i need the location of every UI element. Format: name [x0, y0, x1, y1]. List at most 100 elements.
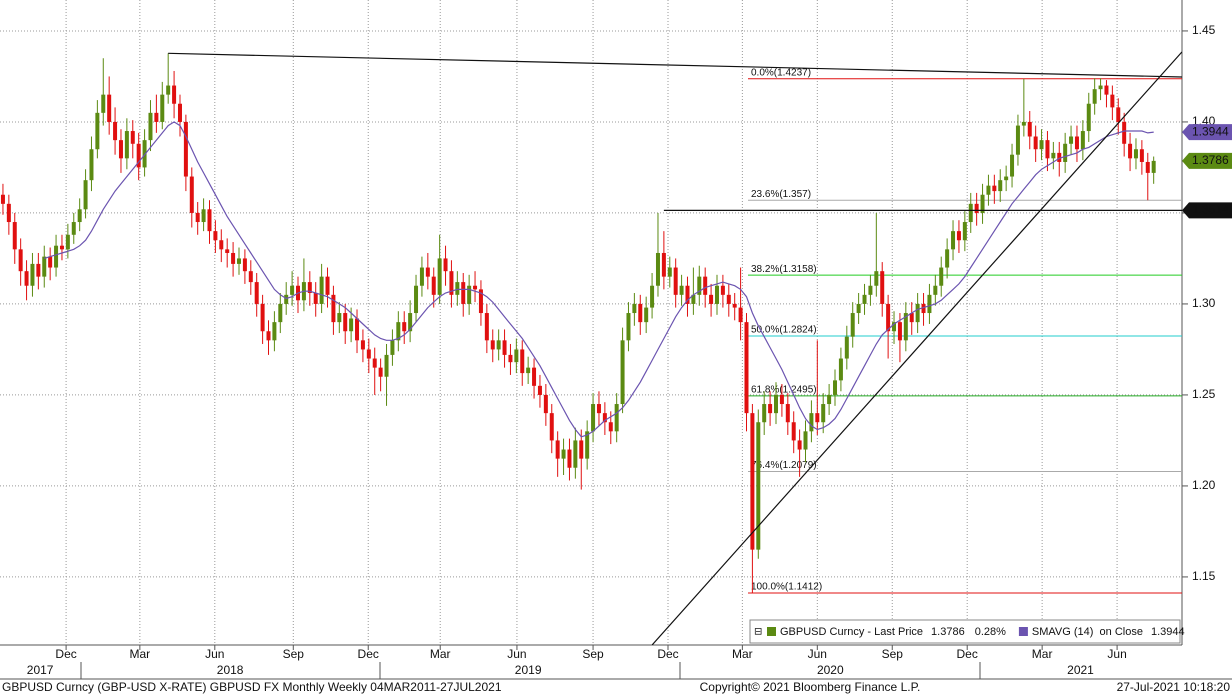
- candle-body: [803, 431, 808, 450]
- candle-body: [526, 367, 531, 374]
- candle-body: [272, 322, 277, 341]
- candle-body: [355, 318, 360, 341]
- candle-body: [661, 252, 666, 277]
- y-tick-label: 1.45: [1192, 23, 1216, 37]
- candle-body: [207, 209, 212, 232]
- candle-body: [915, 303, 920, 323]
- candle-body: [1045, 140, 1050, 159]
- candle-body: [242, 258, 247, 272]
- candle-body: [962, 222, 967, 241]
- legend-swatch: [767, 627, 776, 636]
- x-tick-label: Dec: [657, 647, 678, 661]
- candle-body: [1057, 152, 1062, 162]
- candle-body: [909, 313, 914, 323]
- candle-body: [585, 431, 590, 459]
- candle-body: [325, 276, 330, 295]
- candle-body: [650, 285, 655, 308]
- candle-body: [54, 245, 59, 268]
- candle-body: [750, 413, 755, 550]
- candle-body: [596, 404, 601, 414]
- candle-body: [148, 112, 153, 141]
- candle-body: [543, 394, 548, 414]
- candle-body: [520, 349, 525, 374]
- candle-body: [732, 303, 737, 308]
- sma-line: [44, 121, 1154, 438]
- candle-body: [12, 222, 17, 250]
- candle-body: [626, 313, 631, 341]
- candle-body: [431, 276, 436, 295]
- value-tag: [1182, 124, 1232, 141]
- candle-body: [1063, 143, 1068, 162]
- candle-body: [225, 249, 230, 253]
- candle-body: [18, 249, 23, 272]
- candle-body: [461, 282, 466, 304]
- legend-swatch: [1018, 627, 1028, 636]
- year-label: 2021: [1067, 663, 1094, 677]
- value-tag-label: 1.3786: [1192, 153, 1229, 167]
- candle-body: [130, 131, 135, 144]
- candle-body: [1116, 107, 1121, 122]
- candle-body: [236, 258, 241, 264]
- candle-body: [189, 176, 194, 213]
- candle-body: [65, 234, 70, 250]
- y-tick-label: 1.25: [1192, 387, 1216, 401]
- candle-body: [714, 285, 719, 304]
- legend-last: 1.3786: [931, 626, 965, 638]
- candle-body: [951, 231, 956, 250]
- candle-body: [508, 354, 513, 363]
- candle-body: [833, 380, 838, 395]
- x-tick-label: Sep: [283, 647, 305, 661]
- candle-body: [815, 413, 820, 423]
- candle-body: [95, 112, 100, 150]
- candle-body: [219, 240, 224, 250]
- candle-body: [372, 358, 377, 368]
- value-tag-label: 1.3944: [1192, 124, 1229, 138]
- candle-body: [278, 303, 283, 323]
- legend-change: 0.28%: [975, 626, 1006, 638]
- candle-body: [1086, 103, 1091, 132]
- candle-body: [6, 203, 11, 223]
- candle-body: [956, 231, 961, 241]
- candle-body: [821, 404, 826, 423]
- value-tag-label: 1.3514: [1192, 203, 1229, 217]
- candle-body: [762, 404, 767, 423]
- candle-body: [408, 313, 413, 332]
- candle-body: [968, 203, 973, 223]
- candle-body: [980, 194, 985, 213]
- candle-body: [490, 340, 495, 350]
- candle-body: [396, 322, 401, 341]
- x-tick-label: Mar: [1032, 647, 1053, 661]
- candle-body: [756, 422, 761, 550]
- fib-label: 61.8%(1.2495): [751, 384, 817, 395]
- y-tick-label: 1.30: [1192, 296, 1216, 310]
- y-tick-label: 1.15: [1192, 569, 1216, 583]
- candle-body: [827, 394, 832, 405]
- candle-body: [71, 222, 76, 235]
- candle-body: [1010, 154, 1015, 177]
- candle-body: [449, 271, 454, 295]
- candle-body: [1074, 136, 1079, 150]
- candle-body: [1104, 85, 1109, 95]
- trend-line: [168, 52, 1182, 78]
- candle-body: [537, 385, 542, 395]
- candle-body: [195, 212, 200, 223]
- candle-body: [437, 258, 442, 295]
- candle-body: [160, 94, 165, 122]
- candle-body: [183, 121, 188, 177]
- candle-body: [502, 340, 507, 355]
- candle-body: [36, 263, 41, 277]
- candle-body: [343, 313, 348, 332]
- candle-body: [284, 294, 289, 304]
- x-tick-label: Jun: [808, 647, 827, 661]
- candle-body: [478, 289, 483, 314]
- footer-left: GBPUSD Curncy (GBP-USD X-RATE) GBPUSD FX…: [2, 680, 502, 694]
- candle-body: [484, 313, 489, 341]
- candle-body: [307, 282, 312, 294]
- year-label: 2019: [515, 663, 542, 677]
- candle-body: [844, 336, 849, 359]
- candle-body: [768, 404, 773, 414]
- candle-body: [655, 252, 660, 286]
- candle-body: [667, 267, 672, 277]
- candle-body: [850, 313, 855, 337]
- candle-body: [118, 140, 123, 159]
